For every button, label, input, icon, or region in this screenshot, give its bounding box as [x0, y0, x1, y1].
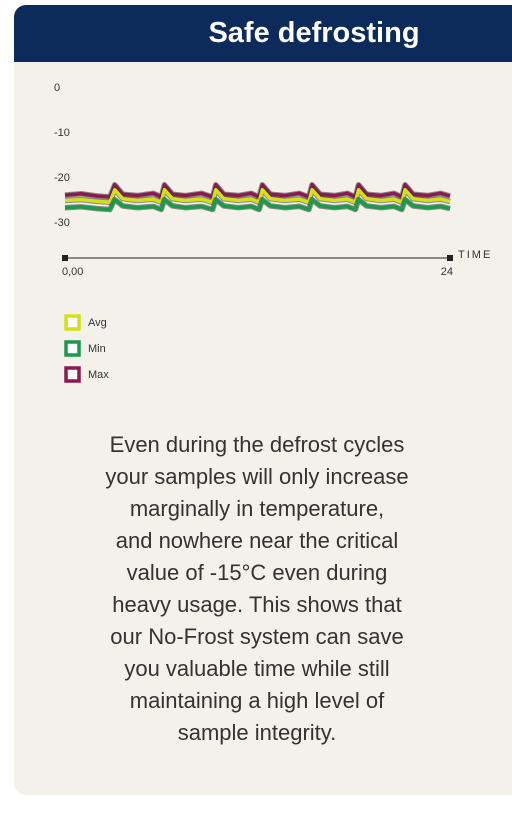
- series-line: [64, 183, 451, 199]
- x-tick-label: 24: [441, 266, 453, 278]
- body-line: your samples will only increase: [105, 464, 409, 489]
- body-line: and nowhere near the critical: [115, 528, 399, 553]
- x-axis-label: TIME: [458, 249, 492, 261]
- legend-swatch: [64, 314, 81, 331]
- x-tick-label: 0,00: [62, 266, 83, 278]
- body-line: maintaining a high level of: [129, 688, 385, 713]
- legend-label: Avg: [88, 317, 107, 329]
- body-line: you valuable time while still: [124, 656, 390, 681]
- body-line: our No-Frost system can save: [110, 624, 404, 649]
- body-text: Even during the defrost cycles your sampl…: [14, 429, 500, 749]
- chart: 0 -10 -20 -30 0,00 24 TIME Avg Min Max: [54, 82, 492, 383]
- y-tick-label: -10: [54, 127, 70, 139]
- y-tick-label: -30: [54, 217, 70, 229]
- title: Safe defrosting: [208, 17, 420, 49]
- x-tick: [447, 255, 453, 261]
- legend-label: Min: [88, 343, 106, 355]
- body-line: marginally in temperature,: [129, 496, 385, 521]
- series-line: [64, 197, 451, 212]
- legend-label: Max: [88, 369, 109, 381]
- series-line: [64, 187, 451, 205]
- body-line: heavy usage. This shows that: [112, 592, 402, 617]
- card: Safe defrosting 0 -10 -20 -30 0,00 24 TIME Avg M…: [14, 5, 512, 795]
- header: Safe defrosting: [14, 5, 512, 62]
- body-line: value of -15°C even during: [126, 560, 388, 585]
- y-tick-label: -20: [54, 172, 70, 184]
- legend-swatch: [64, 366, 81, 383]
- x-tick: [62, 255, 68, 261]
- legend-swatch: [64, 340, 81, 357]
- y-tick-label: 0: [54, 82, 60, 94]
- body-line: sample integrity.: [177, 720, 337, 745]
- body-line: Even during the defrost cycles: [109, 432, 405, 457]
